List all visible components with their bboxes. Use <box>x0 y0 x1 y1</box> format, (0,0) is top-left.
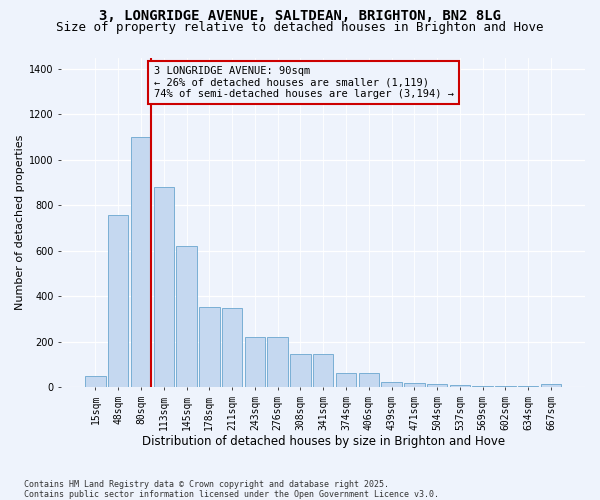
Text: Contains HM Land Registry data © Crown copyright and database right 2025.
Contai: Contains HM Land Registry data © Crown c… <box>24 480 439 499</box>
Bar <box>381 382 402 388</box>
Bar <box>495 386 515 388</box>
Bar <box>222 308 242 388</box>
Bar <box>472 386 493 388</box>
Bar <box>359 372 379 388</box>
Bar <box>199 306 220 388</box>
X-axis label: Distribution of detached houses by size in Brighton and Hove: Distribution of detached houses by size … <box>142 434 505 448</box>
Bar <box>313 354 334 388</box>
Bar <box>108 214 128 388</box>
Bar <box>404 383 425 388</box>
Bar <box>518 386 538 388</box>
Bar <box>154 187 174 388</box>
Bar <box>427 384 448 388</box>
Bar <box>131 137 151 388</box>
Bar <box>85 376 106 388</box>
Y-axis label: Number of detached properties: Number of detached properties <box>15 135 25 310</box>
Bar <box>449 385 470 388</box>
Bar <box>336 372 356 388</box>
Bar <box>268 338 288 388</box>
Bar <box>176 246 197 388</box>
Bar <box>245 338 265 388</box>
Bar <box>541 384 561 388</box>
Text: Size of property relative to detached houses in Brighton and Hove: Size of property relative to detached ho… <box>56 21 544 34</box>
Text: 3, LONGRIDGE AVENUE, SALTDEAN, BRIGHTON, BN2 8LG: 3, LONGRIDGE AVENUE, SALTDEAN, BRIGHTON,… <box>99 9 501 23</box>
Text: 3 LONGRIDGE AVENUE: 90sqm
← 26% of detached houses are smaller (1,119)
74% of se: 3 LONGRIDGE AVENUE: 90sqm ← 26% of detac… <box>154 66 454 99</box>
Bar <box>290 354 311 388</box>
